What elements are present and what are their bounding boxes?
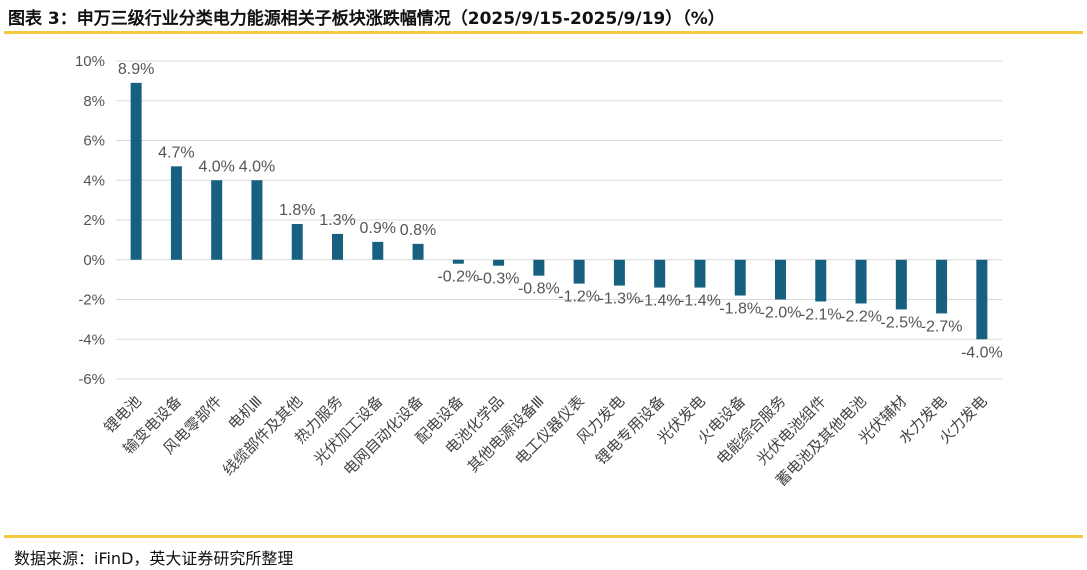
bar: [694, 259, 706, 288]
bar: [291, 223, 303, 260]
top-divider: [4, 31, 1083, 34]
data-label: -1.8%: [719, 301, 761, 318]
y-tick-label: 2%: [83, 212, 105, 229]
data-label: 4.0%: [198, 158, 234, 175]
y-tick-label: 6%: [83, 133, 105, 150]
data-label: 0.9%: [360, 220, 396, 237]
data-label: -1.4%: [639, 293, 681, 310]
y-tick-label: -6%: [78, 371, 105, 388]
data-label: 4.7%: [158, 144, 194, 161]
bar: [452, 259, 464, 264]
bar: [332, 233, 343, 260]
bar: [815, 259, 827, 302]
y-tick-label: 4%: [83, 172, 105, 189]
bottom-divider: [4, 535, 1083, 538]
bar: [372, 241, 384, 260]
bar-chart: 10%8%6%4%2%0%-2%-4%-6% 8.9%4.7%4.0% 4.0%1…: [75, 53, 1003, 490]
bar: [170, 166, 182, 260]
bar: [734, 259, 746, 296]
y-tick-label: 10%: [75, 53, 105, 70]
bar: [976, 259, 988, 340]
y-tick-label: 8%: [83, 93, 105, 110]
data-label: -4.0%: [961, 344, 1003, 361]
bar: [654, 259, 666, 288]
data-label: 8.9%: [118, 61, 154, 78]
data-labels: 8.9%4.7%4.0% 4.0%1.8%1.3% 0.9% 0.8%-0.2%-0.…: [118, 61, 1003, 361]
bar: [493, 259, 505, 266]
bar: [613, 259, 625, 286]
data-label: -0.2%: [437, 269, 479, 286]
bars: [130, 82, 988, 340]
chart-title: 图表 3：申万三级行业分类电力能源相关子板块涨跌幅情况（2025/9/15-20…: [8, 9, 725, 29]
source-note: 数据来源：iFinD，英大证券研究所整理: [14, 549, 294, 568]
y-tick-label: 0%: [83, 252, 105, 269]
data-label: -2.1%: [800, 306, 842, 323]
data-label: -1.4%: [679, 293, 721, 310]
bar: [130, 82, 142, 260]
y-axis-ticks: 10% 8% 6% 4% 2% 0% -2% -4% -6%: [75, 53, 105, 388]
bar: [855, 259, 867, 304]
data-label: -1.2%: [558, 289, 600, 306]
data-label: -2.5%: [880, 314, 922, 331]
data-label: -2.0%: [760, 305, 802, 322]
gridlines: [116, 60, 1002, 380]
data-label: -1.3%: [599, 291, 641, 308]
bar: [211, 180, 223, 260]
data-label: 4.0%: [239, 158, 275, 175]
bar: [251, 180, 263, 260]
bar: [936, 259, 948, 314]
data-label: 1.8%: [279, 202, 315, 219]
data-label: -0.8%: [518, 281, 560, 298]
bar: [533, 259, 545, 276]
data-label: 1.3%: [319, 212, 355, 229]
y-tick-label: -4%: [78, 331, 105, 348]
data-label: -0.3%: [478, 271, 520, 288]
bar: [573, 259, 585, 284]
data-label: -2.2%: [840, 308, 882, 325]
y-tick-label: -2%: [78, 292, 105, 309]
bar: [775, 259, 786, 300]
data-label: 0.8%: [400, 222, 436, 239]
bar: [895, 259, 907, 310]
bar: [412, 243, 424, 260]
data-label: -2.7%: [921, 318, 963, 335]
